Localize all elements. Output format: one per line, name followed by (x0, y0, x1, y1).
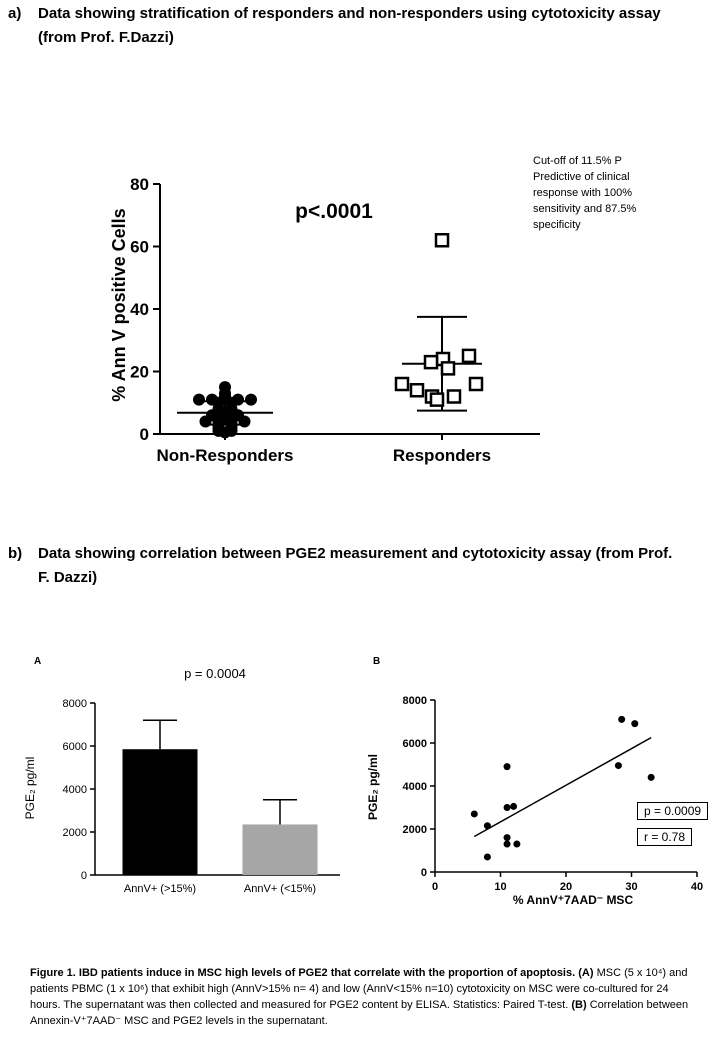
responder-point (461, 348, 477, 364)
responder-point (423, 354, 439, 370)
scatter-point (510, 802, 518, 810)
y-tick-label: 40 (130, 300, 149, 319)
caption-part-b-text: Correlation between Annexin-V⁺7AAD⁻ MSC … (30, 999, 689, 1027)
y-tick-label: 0 (81, 870, 87, 882)
non-responder-point (245, 393, 257, 406)
caption-title: Figure 1. IBD patients induce in MSC hig… (30, 967, 576, 979)
non-responder-point (238, 415, 251, 428)
non-responder-point (219, 426, 231, 439)
x-tick-label: 10 (494, 881, 506, 893)
y-tick-label: 80 (130, 175, 149, 194)
p-value-box: p = 0.0009 (637, 802, 709, 820)
chart-a-title: p<.0001 (295, 200, 373, 223)
scatter-point (503, 834, 511, 842)
scatter-point (618, 715, 626, 723)
figure-caption: Figure 1. IBD patients induce in MSC hig… (30, 965, 700, 1029)
scatter-point (470, 810, 478, 818)
x-tick-label: Responders (393, 446, 491, 465)
x-tick-label: Non-Responders (157, 446, 294, 465)
annotation-line: Predictive of clinical (533, 171, 630, 183)
y-tick-label: 2000 (63, 827, 87, 839)
chart-a-y-axis-label: % Ann V positive Cells (109, 208, 129, 401)
non-responder-point (199, 415, 212, 428)
caption-part-a-label: (A) (578, 967, 594, 979)
y-tick-label: 2000 (403, 824, 427, 836)
chart-c-marks (470, 715, 655, 861)
y-tick-label: 6000 (403, 738, 427, 750)
scatter-point (503, 763, 511, 771)
x-tick-label: AnnV+ (>15%) (124, 883, 196, 895)
y-tick-label: 0 (421, 867, 427, 879)
caption-part-b-label: (B) (571, 999, 587, 1011)
responder-point (440, 361, 456, 376)
annotation-line: response with 100% (533, 187, 633, 199)
chart-b-marks (122, 719, 318, 875)
scatter-point (614, 762, 622, 770)
pge2-bar-chart: p = 0.0004 PGE₂ pg/ml 0 2000 4000 6000 8000 A… (23, 666, 340, 895)
chart-c-x-axis-label: % AnnV⁺7AAD⁻ MSC (513, 893, 634, 907)
regression-line (473, 736, 652, 838)
y-tick-label: 20 (130, 363, 149, 382)
responder-point (434, 233, 450, 248)
annotation-line: specificity (533, 219, 581, 231)
section-b-label: b) (8, 545, 23, 562)
y-tick-label: 8000 (63, 698, 87, 710)
x-tick-label: 40 (691, 881, 703, 893)
x-tick-label: 30 (625, 881, 637, 893)
scatter-point (483, 853, 491, 861)
scatter-point (631, 720, 639, 728)
panel-b-label: B (373, 656, 381, 667)
caption-part-a-text: MSC (5 x 10⁴) and patients PBMC (1 x 10⁶… (30, 967, 688, 1011)
scatter-point (503, 804, 511, 811)
chart-a-axes: 0 20 40 60 80 Non-Responders Responders (130, 175, 540, 465)
y-tick-label: 4000 (403, 781, 427, 793)
responder-point (409, 383, 425, 398)
chart-b-title: p = 0.0004 (184, 666, 246, 681)
scatter-point (483, 822, 491, 830)
responder-point (394, 376, 410, 392)
cutoff-annotation: Cut-off of 11.5% P Predictive of clinica… (533, 153, 703, 233)
responder-point (446, 389, 462, 404)
r-value-box: r = 0.78 (637, 828, 693, 846)
x-tick-label: AnnV+ (<15%) (244, 883, 316, 895)
chart-b-axes: 0 2000 4000 6000 8000 AnnV+ (>15%) AnnV+ (<15%… (63, 698, 340, 895)
section-a-title-line1: Data showing stratification of responder… (38, 5, 661, 22)
annotation-line: Cut-off of 11.5% P (533, 155, 622, 167)
section-b-title-line2: F. Dazzi) (38, 569, 98, 586)
y-tick-label: 4000 (63, 784, 87, 796)
responder-point (468, 376, 484, 392)
chart-c-y-axis-label: PGE₂ pg/ml (366, 754, 380, 820)
non-responder-point (193, 393, 205, 406)
section-a-label: a) (8, 5, 22, 22)
pge2-correlation-scatter: PGE₂ pg/ml % AnnV⁺7AAD⁻ MSC 0 2000 4000 600… (366, 695, 704, 907)
responder-point (429, 392, 445, 407)
panel-a-label: A (34, 656, 42, 667)
y-tick-label: 8000 (403, 695, 427, 707)
x-tick-label: 20 (560, 881, 572, 893)
section-a-heading: a) Data showing stratification of respon… (8, 2, 718, 52)
y-tick-label: 60 (130, 238, 149, 257)
section-b-heading: b) Data showing correlation between PGE2… (8, 542, 718, 592)
y-tick-label: 6000 (63, 741, 87, 753)
chart-a-marks (177, 233, 484, 439)
scatter-point (513, 840, 521, 848)
annotation-line: sensitivity and 87.5% (533, 203, 637, 215)
bar (242, 824, 318, 875)
scatter-point (503, 840, 511, 848)
chart-c-axes: 0 2000 4000 6000 8000 0 10 20 30 40 (403, 695, 704, 893)
bar (122, 749, 198, 875)
section-a-title-line2: (from Prof. F.Dazzi) (38, 29, 174, 46)
scatter-point (647, 773, 655, 781)
section-b-title-line1: Data showing correlation between PGE2 me… (38, 545, 673, 562)
chart-b-y-axis-label: PGE₂ pg/ml (23, 757, 37, 820)
y-tick-label: 0 (140, 425, 149, 444)
x-tick-label: 0 (432, 881, 438, 893)
responders-dot-plot: p<.0001 % Ann V positive Cells 0 20 40 60 80… (109, 175, 540, 465)
